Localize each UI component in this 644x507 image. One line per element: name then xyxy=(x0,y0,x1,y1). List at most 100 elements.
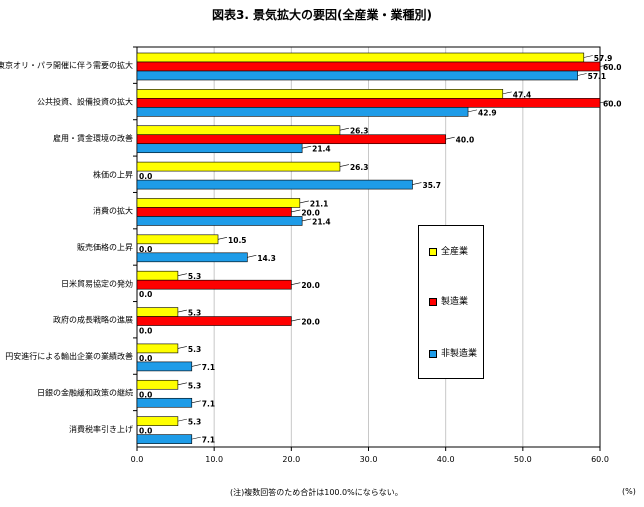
value-label: 40.0 xyxy=(456,136,475,145)
leader-line xyxy=(299,200,309,204)
value-label: 21.4 xyxy=(312,145,331,154)
x-tick-label: 50.0 xyxy=(514,455,532,464)
value-label: 5.3 xyxy=(188,418,201,427)
value-label: 0.0 xyxy=(139,427,152,436)
bar xyxy=(136,216,303,226)
value-label: 47.4 xyxy=(513,90,532,99)
value-label: 0.0 xyxy=(139,327,152,336)
value-label: 0.0 xyxy=(139,290,152,299)
category-label: 円安進行による輸出企業の業績改善 xyxy=(5,351,133,361)
legend-swatch-non-manufacturing xyxy=(429,349,437,358)
value-label: 10.5 xyxy=(228,236,247,245)
value-label: 0.0 xyxy=(139,245,152,254)
bar xyxy=(136,307,179,317)
x-tick-label: 40.0 xyxy=(437,455,455,464)
leader-line xyxy=(177,346,187,349)
value-label: 26.3 xyxy=(350,127,369,136)
value-label: 42.9 xyxy=(478,108,497,117)
legend-label-manufacturing: 製造業 xyxy=(441,297,469,307)
value-label: 21.4 xyxy=(312,217,331,226)
bar xyxy=(136,143,303,154)
bar xyxy=(136,61,601,72)
bar xyxy=(136,52,585,63)
bar xyxy=(136,134,446,145)
value-label: 7.1 xyxy=(202,399,215,408)
bar xyxy=(136,397,193,408)
value-label: 7.1 xyxy=(202,363,215,372)
bar xyxy=(136,379,179,390)
category-label: 消費税率引き上げ xyxy=(69,424,133,434)
footnote: (注)複数回答のため合計は100.0%にならない。 xyxy=(230,488,403,497)
category-label: 日米貿易協定の発効 xyxy=(61,278,133,288)
leader-line xyxy=(339,127,350,131)
leader-line xyxy=(177,418,187,422)
leader-line xyxy=(177,382,187,386)
value-label: 20.0 xyxy=(301,281,320,290)
legend-item-non-manufacturing: 非製造業 xyxy=(429,346,477,359)
value-label: 0.0 xyxy=(139,354,152,363)
leader-line xyxy=(302,145,312,149)
value-label: 0.0 xyxy=(139,390,152,399)
value-label: 26.3 xyxy=(350,163,369,172)
leader-line xyxy=(291,282,301,285)
bar xyxy=(136,89,504,99)
bar xyxy=(136,198,301,208)
value-label: 60.0 xyxy=(603,63,622,72)
bar xyxy=(136,279,292,290)
leader-line xyxy=(291,209,301,213)
value-label: 21.1 xyxy=(310,199,329,208)
legend-label-non-manufacturing: 非製造業 xyxy=(441,349,478,359)
value-label: 0.0 xyxy=(139,172,152,181)
leader-line xyxy=(177,309,187,313)
leader-line xyxy=(599,64,610,67)
x-tick-label: 20.0 xyxy=(282,455,300,464)
bar xyxy=(136,70,578,81)
category-label: 消費の拡大 xyxy=(93,206,133,216)
value-label: 5.3 xyxy=(188,309,201,318)
value-label: 20.0 xyxy=(301,208,320,217)
legend-swatch-all xyxy=(429,247,437,256)
bar xyxy=(136,207,292,217)
leader-line xyxy=(577,73,587,76)
leader-line xyxy=(291,318,301,322)
chart-title: 図表3. 景気拡大の要因(全産業・業種別) xyxy=(211,8,433,22)
x-tick-label: 60.0 xyxy=(591,455,609,464)
value-label: 5.3 xyxy=(188,345,201,354)
leader-line xyxy=(217,237,228,240)
legend-item-all: 全産業 xyxy=(429,244,468,257)
category-label: 日銀の金融緩和政策の継続 xyxy=(37,387,133,397)
x-tick-label: 0.0 xyxy=(131,455,144,464)
leader-line xyxy=(445,136,455,140)
bar xyxy=(136,316,292,326)
category-label: 東京オリ・パラ開催に伴う需要の拡大 xyxy=(0,60,133,70)
value-label: 20.0 xyxy=(301,318,320,327)
bar xyxy=(136,179,413,190)
category-label: 株価の上昇 xyxy=(93,169,133,179)
bar xyxy=(136,434,193,444)
value-label: 57.9 xyxy=(594,54,613,63)
plot-area xyxy=(136,46,601,448)
leader-line xyxy=(191,400,201,404)
bar xyxy=(136,270,179,281)
legend-label-all: 全産業 xyxy=(441,247,469,257)
value-label: 35.7 xyxy=(422,181,441,190)
bar xyxy=(136,98,601,108)
leader-line xyxy=(177,273,187,276)
category-label: 公共投資、設備投資の拡大 xyxy=(37,97,133,107)
leader-line xyxy=(191,364,201,367)
x-tick-label: 10.0 xyxy=(205,455,223,464)
legend-swatch-manufacturing xyxy=(429,297,437,306)
bar xyxy=(136,107,469,117)
leader-line xyxy=(412,182,422,185)
value-label: 5.3 xyxy=(188,272,201,281)
bar xyxy=(136,125,341,136)
legend-item-manufacturing: 製造業 xyxy=(429,294,468,307)
x-tick-label: 30.0 xyxy=(360,455,378,464)
value-label: 60.0 xyxy=(603,99,622,108)
bar xyxy=(136,416,179,426)
legend: 全産業 製造業 非製造業 xyxy=(418,225,484,379)
bar xyxy=(136,161,341,172)
bar xyxy=(136,343,179,354)
leader-line xyxy=(467,109,478,113)
